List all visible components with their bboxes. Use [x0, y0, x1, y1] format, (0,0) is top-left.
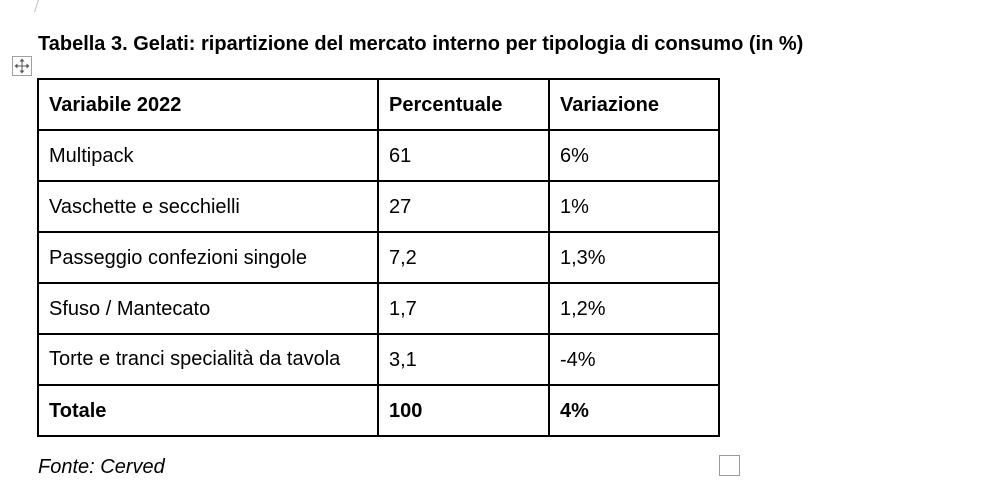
cursor-mark: [34, 0, 40, 12]
total-variazione: 4%: [548, 384, 720, 437]
cell-percentuale: 61: [377, 129, 550, 182]
cell-label: Torte e tranci specialità da tavola: [37, 333, 379, 386]
table-row: Torte e tranci specialità da tavola 3,1 …: [37, 333, 720, 386]
table-row: Sfuso / Mantecato 1,7 1,2%: [37, 282, 720, 335]
cell-variazione: 6%: [548, 129, 720, 182]
total-percentuale: 100: [377, 384, 550, 437]
cell-percentuale: 27: [377, 180, 550, 233]
cell-label: Passeggio confezioni singole: [37, 231, 379, 284]
source-note: Fonte: Cerved: [38, 456, 165, 478]
table-header-row: Variabile 2022 Percentuale Variazione: [37, 78, 720, 131]
data-table: Variabile 2022 Percentuale Variazione Mu…: [37, 78, 720, 437]
header-variabile: Variabile 2022: [37, 78, 379, 131]
table-row: Multipack 61 6%: [37, 129, 720, 182]
table-caption: Tabella 3. Gelati: ripartizione del merc…: [38, 33, 804, 55]
move-arrows-icon: [14, 58, 30, 74]
table-row: Passeggio confezioni singole 7,2 1,3%: [37, 231, 720, 284]
cell-label: Vaschette e secchielli: [37, 180, 379, 233]
cell-percentuale: 3,1: [377, 333, 550, 386]
cell-percentuale: 1,7: [377, 282, 550, 335]
table-move-handle[interactable]: [12, 56, 32, 76]
table-total-row: Totale 100 4%: [37, 384, 720, 437]
cell-variazione: 1%: [548, 180, 720, 233]
cell-label: Multipack: [37, 129, 379, 182]
header-percentuale: Percentuale: [377, 78, 550, 131]
total-label: Totale: [37, 384, 379, 437]
header-variazione: Variazione: [548, 78, 720, 131]
cell-variazione: 1,3%: [548, 231, 720, 284]
cell-label: Sfuso / Mantecato: [37, 282, 379, 335]
cell-variazione: -4%: [548, 333, 720, 386]
table-resize-handle[interactable]: [719, 455, 740, 476]
table-row: Vaschette e secchielli 27 1%: [37, 180, 720, 233]
cell-percentuale: 7,2: [377, 231, 550, 284]
cell-variazione: 1,2%: [548, 282, 720, 335]
